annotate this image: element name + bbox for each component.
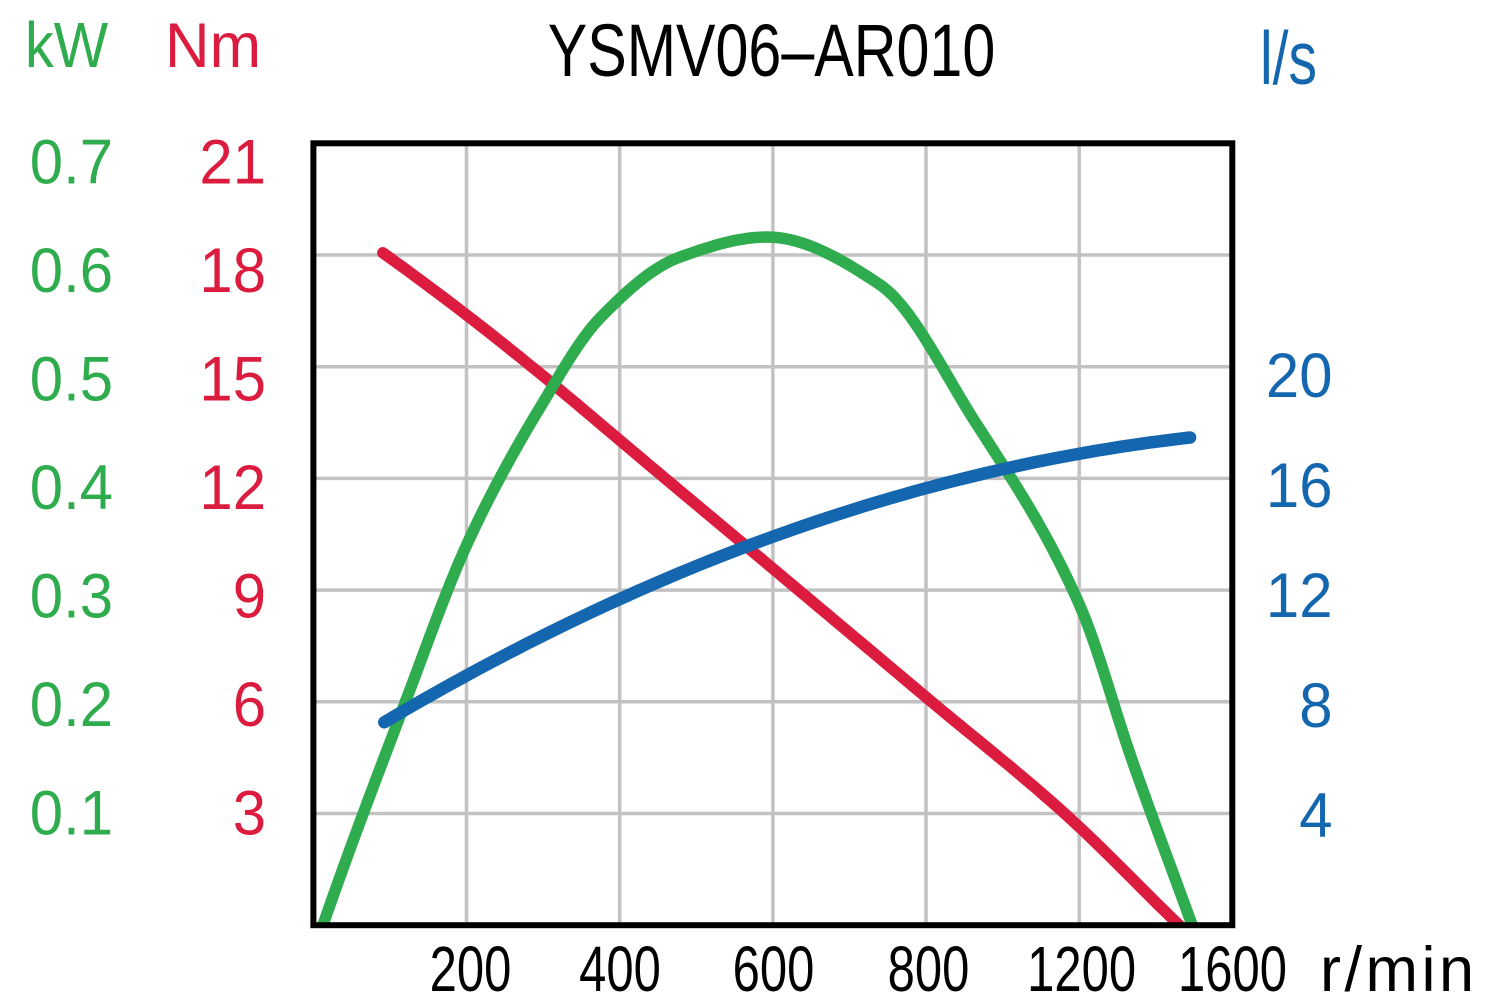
svg-text:18: 18 — [199, 236, 266, 307]
svg-text:3: 3 — [233, 778, 266, 849]
svg-text:0.1: 0.1 — [30, 778, 113, 849]
svg-text:9: 9 — [233, 561, 266, 632]
svg-text:400: 400 — [579, 934, 661, 1006]
svg-text:0.5: 0.5 — [30, 344, 113, 415]
svg-text:l/s: l/s — [1260, 18, 1317, 101]
svg-text:21: 21 — [199, 127, 266, 198]
svg-text:0.7: 0.7 — [30, 127, 113, 198]
svg-text:Nm: Nm — [165, 11, 261, 81]
svg-text:8: 8 — [1299, 671, 1332, 742]
svg-text:0.6: 0.6 — [30, 236, 113, 307]
svg-text:0.3: 0.3 — [30, 561, 113, 632]
svg-text:15: 15 — [199, 344, 266, 415]
svg-text:1200: 1200 — [1027, 934, 1136, 1006]
svg-text:16: 16 — [1266, 451, 1333, 522]
svg-text:r/min: r/min — [1320, 935, 1478, 1005]
svg-text:6: 6 — [233, 670, 266, 741]
svg-text:1600: 1600 — [1178, 934, 1287, 1006]
svg-text:200: 200 — [430, 934, 512, 1006]
svg-text:20: 20 — [1266, 341, 1333, 412]
svg-text:4: 4 — [1299, 781, 1332, 852]
svg-text:0.2: 0.2 — [30, 670, 113, 741]
svg-text:12: 12 — [199, 453, 266, 524]
svg-text:kW: kW — [25, 9, 109, 80]
svg-text:0.4: 0.4 — [30, 453, 113, 524]
svg-text:12: 12 — [1266, 561, 1333, 632]
svg-text:800: 800 — [888, 934, 970, 1006]
svg-text:600: 600 — [733, 934, 815, 1006]
svg-text:YSMV06–AR010: YSMV06–AR010 — [548, 10, 995, 93]
